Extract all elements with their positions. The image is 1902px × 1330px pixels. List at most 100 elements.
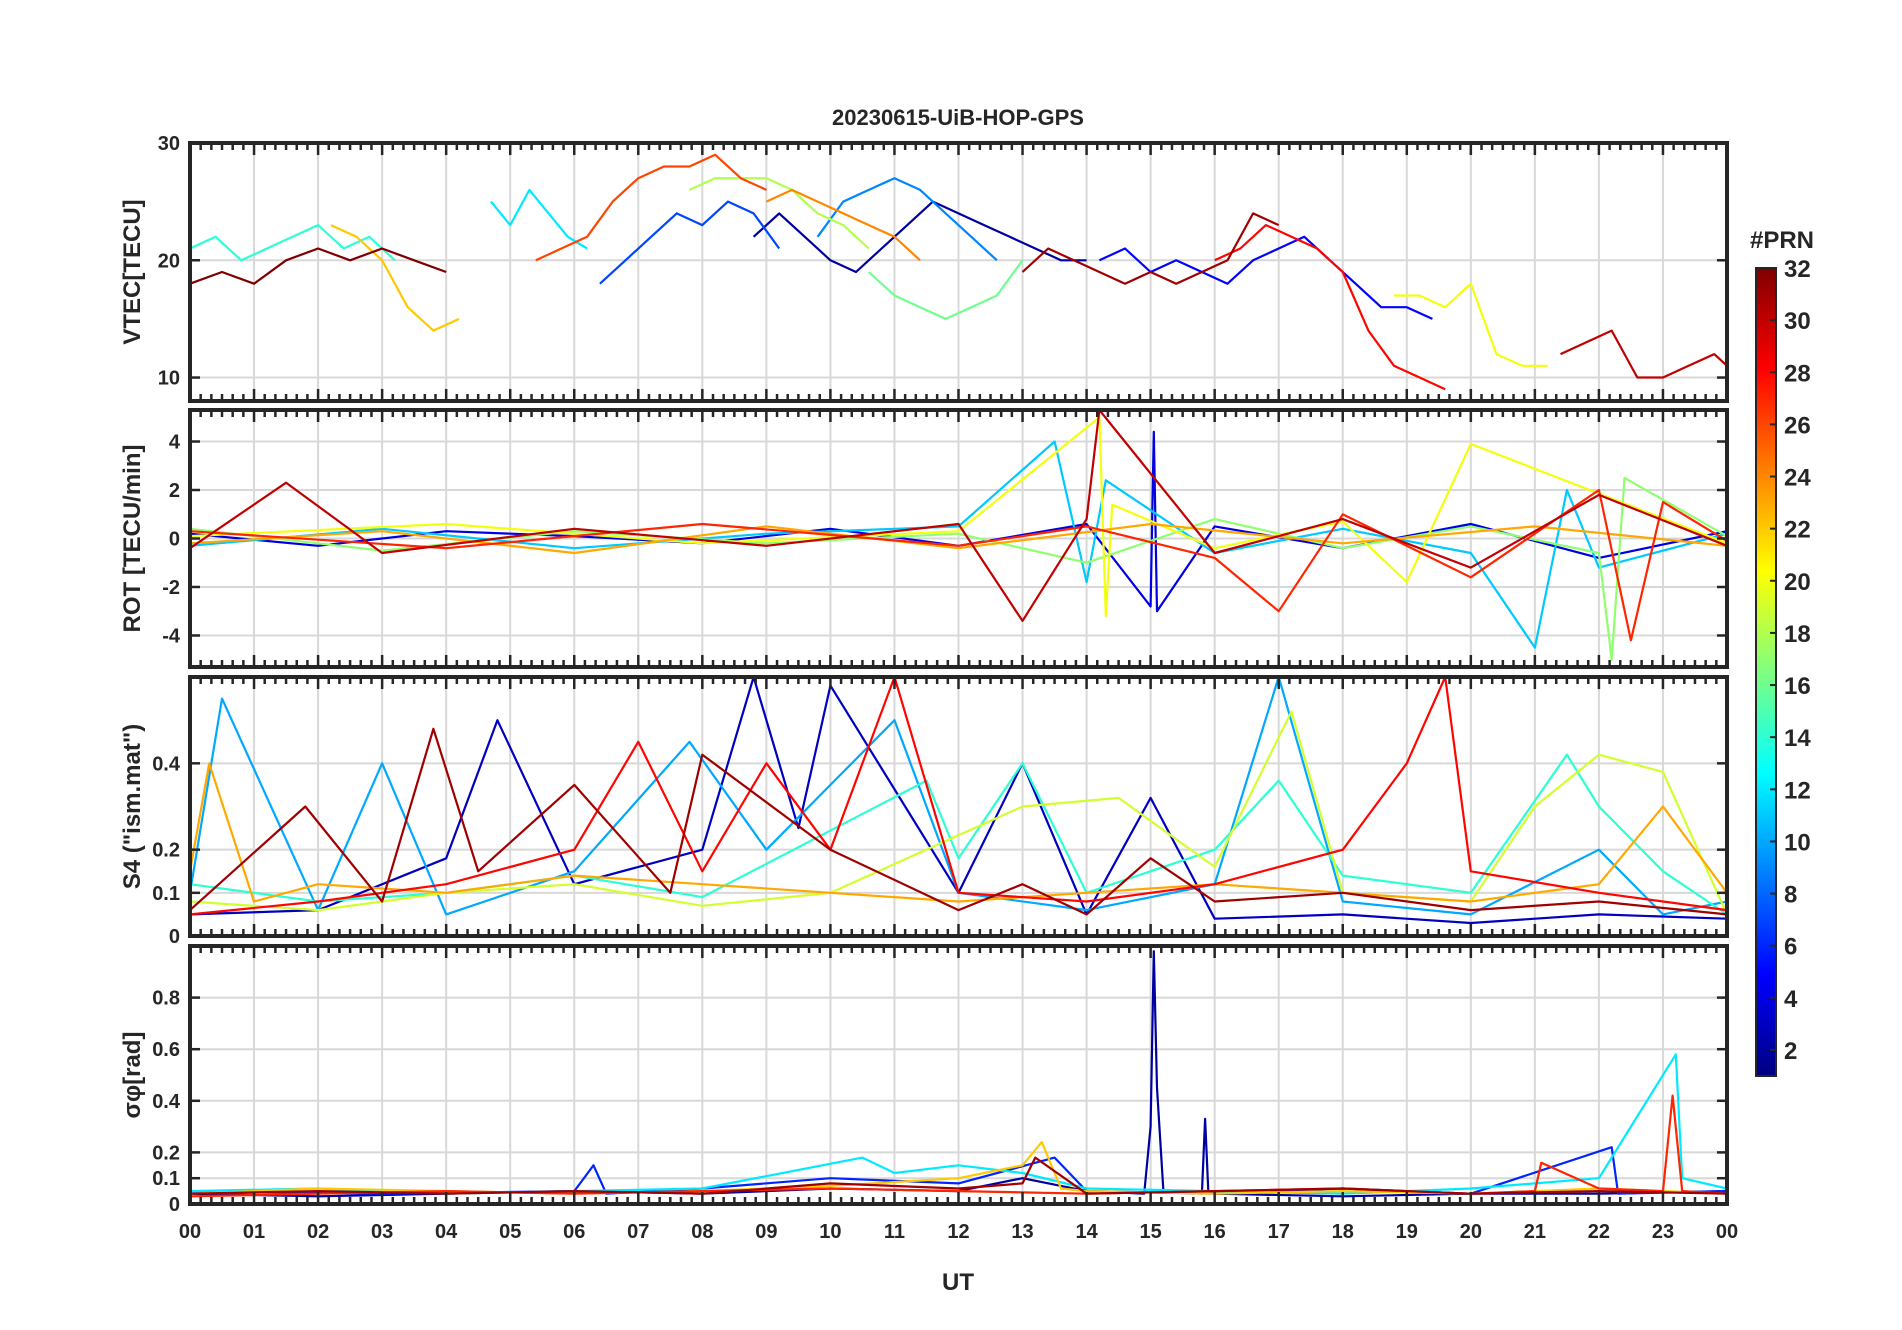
y-axis-label-s4: S4 ("ism.mat"): [119, 724, 146, 889]
panel-vtec: 10 20 30 VTEC[TECU]: [119, 133, 1729, 403]
x-tick-label: 22: [1588, 1221, 1610, 1243]
colorbar-tick-label: 6: [1784, 934, 1797, 961]
x-tick-label: 09: [755, 1221, 777, 1243]
x-axis-label: UT: [942, 1269, 974, 1296]
panel-s4: 0 0.1 0.2 0.4 S4 ("ism.mat"): [119, 675, 1729, 948]
panel-sigma_phi-ticks: [188, 946, 1729, 1204]
series-prn-2: [752, 200, 1087, 274]
series-prn-31: [190, 1156, 1727, 1195]
y-tick-label: 20: [158, 250, 180, 272]
x-tick-label: 17: [1268, 1221, 1290, 1243]
colorbar-gradient: [1756, 268, 1776, 1076]
x-tick-label: 13: [1011, 1221, 1033, 1243]
x-tick-label: 01: [243, 1221, 265, 1243]
panel-vtec-series: [190, 153, 1727, 391]
series-prn-30: [190, 410, 1727, 623]
colorbar-tick-label: 20: [1784, 569, 1811, 596]
series-prn-24: [765, 188, 921, 262]
colorbar-tick-label: 8: [1784, 882, 1797, 909]
colorbar-tick-label: 10: [1784, 829, 1811, 856]
x-tick-label: 16: [1204, 1221, 1226, 1243]
colorbar-tick-label: 32: [1784, 256, 1811, 283]
series-prn-23: [190, 522, 1727, 555]
series-prn-31: [190, 727, 1727, 916]
y-axis-label-sigma_phi: σφ[rad]: [119, 1032, 146, 1119]
x-tick-labels: 00 01 02 03 04 05 06 07 08 09 10 11 12 13 14 15 16 17 18 19…: [179, 1221, 1738, 1243]
chart-title: 20230615-UiB-HOP-GPS: [832, 105, 1084, 130]
x-tick-label: 00: [1716, 1221, 1738, 1243]
panel-rot-series: [190, 410, 1727, 661]
y-tick-label: 0.8: [152, 988, 180, 1010]
y-tick-label: 0.4: [152, 753, 181, 775]
y-tick-label: 10: [158, 368, 180, 390]
series-prn-12: [490, 188, 588, 250]
x-tick-label: 18: [1332, 1221, 1354, 1243]
colorbar-tick-label: 30: [1784, 308, 1811, 335]
series-prn-5: [1098, 235, 1433, 320]
x-tick-label: 12: [947, 1221, 969, 1243]
y-tick-label: 0: [169, 1194, 180, 1216]
colorbar-tick-label: 2: [1784, 1038, 1797, 1065]
series-prn-23: [190, 762, 1727, 903]
y-tick-label: 0.2: [152, 1142, 180, 1164]
series-prn-27: [190, 488, 1727, 642]
y-tick-label: 0.2: [152, 840, 180, 862]
colorbar-label: #PRN: [1750, 227, 1814, 254]
series-prn-32: [190, 247, 447, 285]
series-prn-31: [1021, 212, 1280, 285]
x-tick-label: 14: [1075, 1221, 1098, 1243]
series-prn-3: [190, 677, 1727, 925]
colorbar-tick-label: 28: [1784, 360, 1811, 387]
y-tick-label: 0.1: [152, 883, 180, 905]
colorbar-tick-label: 4: [1784, 986, 1798, 1013]
y-tick-label: 4: [169, 432, 181, 454]
panel-rot-ticks: [188, 410, 1729, 667]
panel-vtec-ticks: [188, 143, 1729, 401]
x-tick-label: 05: [499, 1221, 521, 1243]
x-tick-label: 11: [884, 1221, 905, 1243]
x-tick-label: 21: [1524, 1221, 1546, 1243]
x-tick-label: 07: [627, 1221, 649, 1243]
series-prn-19: [190, 710, 1727, 915]
series-prn-4: [190, 430, 1727, 613]
series-prn-30: [1560, 329, 1727, 379]
colorbar-tick-label: 16: [1784, 673, 1811, 700]
x-tick-label: 15: [1140, 1221, 1162, 1243]
series-prn-28: [1214, 224, 1446, 391]
panel-s4-series: [190, 677, 1727, 925]
y-tick-label: 0: [169, 529, 180, 551]
x-tick-label: 04: [435, 1221, 458, 1243]
x-tick-label: 02: [307, 1221, 329, 1243]
y-tick-label: 2: [169, 480, 180, 502]
y-tick-label: 0.1: [152, 1168, 180, 1190]
y-tick-label: 0.6: [152, 1039, 180, 1061]
x-tick-label: 00: [179, 1221, 201, 1243]
y-tick-label: -4: [162, 625, 181, 647]
colorbar-tick-label: 12: [1784, 777, 1811, 804]
x-tick-label: 06: [563, 1221, 585, 1243]
colorbar-tick-label: 18: [1784, 621, 1811, 648]
x-tick-label: 10: [819, 1221, 841, 1243]
colorbar-frame: [1755, 267, 1777, 1077]
x-tick-label: 03: [371, 1221, 393, 1243]
y-tick-label: 0: [169, 926, 180, 948]
colorbar-tick-label: 24: [1784, 465, 1811, 492]
series-prn-26: [535, 153, 767, 262]
series-prn-7: [599, 200, 781, 285]
y-tick-label: 30: [158, 133, 180, 155]
y-tick-label: 0.4: [152, 1091, 181, 1113]
y-tick-label: -2: [162, 577, 180, 599]
x-tick-label: 23: [1652, 1221, 1674, 1243]
series-prn-20: [1394, 282, 1548, 367]
colorbar-tick-label: 26: [1784, 412, 1811, 439]
series-prn-18: [689, 177, 870, 250]
series-prn-9: [816, 177, 998, 262]
series-prn-16: [868, 259, 1024, 320]
series-prn-22: [330, 224, 460, 332]
y-axis-label-rot: ROT [TECU/min]: [119, 445, 146, 633]
x-tick-label: 08: [691, 1221, 713, 1243]
panel-s4-ticks: [188, 677, 1729, 936]
